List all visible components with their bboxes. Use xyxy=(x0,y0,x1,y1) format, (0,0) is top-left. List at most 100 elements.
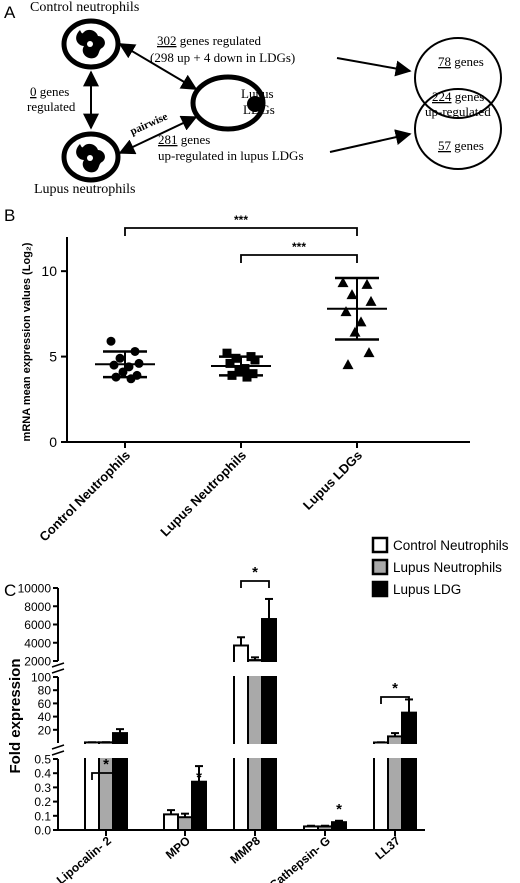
panel-b-sig-bracket xyxy=(124,227,358,236)
panel-c-legend-label: Lupus LDG xyxy=(393,582,461,597)
venn-top-label: 78 genes xyxy=(438,54,484,69)
panel-c-sig-label: * xyxy=(336,801,342,818)
panel-c-y-tick-label: 100 xyxy=(31,671,51,685)
panel-c-y-tick-label: 10000 xyxy=(18,582,52,596)
panel-c-bar-break-gap xyxy=(232,662,250,676)
panel-c-bar xyxy=(303,825,319,832)
panel-c-bar xyxy=(163,813,179,832)
panel-c-bar xyxy=(401,711,417,832)
lupus-ldgs-label-1: Lupus xyxy=(241,86,274,101)
panel-b-sig-label: *** xyxy=(292,240,306,254)
panel-c-y-tick-label: 0.2 xyxy=(34,795,51,809)
panel-b-sig-label: *** xyxy=(234,213,248,227)
panel-c-bar xyxy=(331,821,347,832)
lupus-ldg-cell xyxy=(190,74,266,132)
panel-c-sig-bracket xyxy=(380,696,410,704)
panel-c-y-tick-label: 8000 xyxy=(24,600,51,614)
panel-c-x-tick-label: MPO xyxy=(163,834,193,862)
panel-c-sig-label: * xyxy=(103,756,109,773)
panel-b-point xyxy=(106,336,116,346)
control-neutrophil-cell xyxy=(61,18,121,70)
panel-c-y-tick-label: 80 xyxy=(38,684,52,698)
panel-c-y-tick-label: 60 xyxy=(38,697,52,711)
panel-b-point xyxy=(231,353,241,363)
bottom-genes-detail: up-regulated in lupus LDGs xyxy=(158,148,304,163)
panel-b-point xyxy=(342,359,354,370)
panel-c-legend-swatch xyxy=(371,580,389,598)
panel-c-bar-break-gap xyxy=(97,744,115,758)
panel-b-x-tick-label: Control Neutrophils xyxy=(36,448,133,545)
panel-c-bar xyxy=(177,816,193,831)
top-genes-label: 302 genes regulated xyxy=(157,33,261,48)
panel-b: B mRNA mean expression values (Log₂) 0 5 1… xyxy=(4,206,470,544)
panel-c-x-tick-label: LL37 xyxy=(372,833,403,862)
venn-bottom-circle xyxy=(414,88,502,170)
panel-c-y-tick-label: 4000 xyxy=(24,636,51,650)
zero-genes-label: 0 genes xyxy=(30,84,69,99)
panel-c-bar-break-gap xyxy=(83,744,101,758)
panel-c-bar-break-gap xyxy=(232,744,250,758)
panel-b-y-tick-label: 0 xyxy=(49,434,57,450)
panel-c-bar-break-gap xyxy=(386,744,404,758)
panel-b-x-tick-label: Lupus Neutrophils xyxy=(157,448,249,540)
venn-top-arrow xyxy=(336,57,412,77)
panel-c-y-tick-label: 0.3 xyxy=(34,781,51,795)
panel-c-bar xyxy=(261,618,277,832)
panel-c-legend: Control Neutrophils Lupus Neutrophils Lupu… xyxy=(371,536,509,598)
panel-b-point xyxy=(349,326,361,337)
panel-b-ylabel: mRNA mean expression values (Log₂) xyxy=(21,242,33,441)
control-neutrophils-label: Control neutrophils xyxy=(30,0,139,15)
top-genes-detail: (298 up + 4 down in LDGs) xyxy=(150,50,295,65)
panel-b-point xyxy=(355,316,367,327)
panel-b-point xyxy=(222,348,232,358)
panel-c-legend-label: Lupus Neutrophils xyxy=(393,560,502,575)
panel-c-y-tick-label: 2000 xyxy=(24,655,51,669)
panel-c-y-tick-label: 0.0 xyxy=(34,824,51,838)
venn-mid-label: 224 genes xyxy=(432,89,484,104)
venn-top-circle xyxy=(414,37,502,119)
panel-b-label: B xyxy=(4,206,15,225)
panel-c-label: C xyxy=(4,581,16,600)
panel-c-x-tick-label: Lipocalin- 2 xyxy=(54,833,114,883)
panel-c-axis-break xyxy=(51,744,65,750)
panel-b-sig-bracket xyxy=(240,254,358,263)
panel-c-bar-break-gap xyxy=(111,744,129,758)
panel-c-legend-swatch xyxy=(371,558,389,576)
panel-b-point xyxy=(115,353,125,363)
panel-c-bar-break-gap xyxy=(372,744,390,758)
panel-c-x-tick-label: MMP8 xyxy=(227,833,263,866)
panel-b-plot: 0 5 10 Control Neutrophils Lupus Neutrophils… xyxy=(36,213,470,544)
panel-b-point xyxy=(346,289,358,300)
zero-genes-regulated: regulated xyxy=(27,99,76,114)
bottom-genes-label: 281 genes xyxy=(158,132,210,147)
panel-c-legend-label: Control Neutrophils xyxy=(393,538,509,553)
panel-c-y-tick-label: 0.5 xyxy=(34,753,51,767)
panel-c-legend-swatch xyxy=(371,536,389,554)
panel-c-y-tick-label: 6000 xyxy=(24,618,51,632)
panel-c: C Fold expression 0.00.10.20.30.40.52040… xyxy=(4,536,509,883)
panel-c-ylabel: Fold expression xyxy=(7,658,24,773)
panel-b-point xyxy=(240,364,250,374)
lupus-neutrophil-cell xyxy=(61,131,121,183)
venn-mid-detail: up-regulated xyxy=(425,104,491,119)
panel-a: A Control neutrophils Lupus neutrophils … xyxy=(4,0,502,197)
panel-a-label: A xyxy=(4,3,16,22)
panel-c-sig-label: * xyxy=(196,769,202,786)
panel-b-point xyxy=(337,277,349,288)
panel-b-point xyxy=(242,372,252,382)
panel-c-y-tick-label: 0.4 xyxy=(34,767,51,781)
panel-b-point xyxy=(361,278,373,289)
panel-c-y-tick-label: 20 xyxy=(38,723,52,737)
panel-b-point xyxy=(126,374,136,384)
panel-c-bar-break-gap xyxy=(246,662,264,676)
panel-b-y-tick-label: 10 xyxy=(41,263,57,279)
panel-b-point xyxy=(225,358,235,368)
venn-bottom-arrow xyxy=(329,129,412,153)
panel-c-sig-label: * xyxy=(392,680,398,697)
panel-c-axis-break xyxy=(51,662,65,668)
lupus-neutrophils-label: Lupus neutrophils xyxy=(34,182,136,197)
lupus-ldg-arrow xyxy=(118,115,198,155)
panel-b-point xyxy=(248,369,258,379)
control-ldg-arrow xyxy=(118,43,198,90)
